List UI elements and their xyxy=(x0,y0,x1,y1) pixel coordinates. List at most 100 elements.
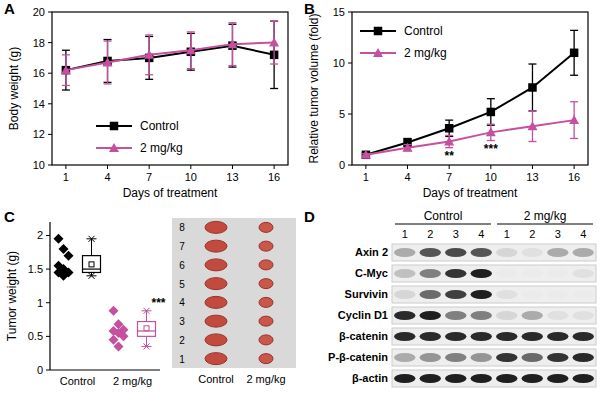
error-bar xyxy=(270,21,278,88)
point xyxy=(54,234,64,244)
error-cap xyxy=(270,63,278,64)
band xyxy=(573,374,594,383)
tumor xyxy=(205,278,227,290)
blot-strip xyxy=(392,265,596,282)
band xyxy=(471,353,492,362)
y-tick xyxy=(348,114,352,115)
band xyxy=(522,332,543,341)
tumor xyxy=(205,296,227,308)
band xyxy=(394,332,415,341)
error-cap xyxy=(62,50,70,51)
error-cap xyxy=(62,54,70,55)
legend: Control 2 mg/kg xyxy=(96,119,183,155)
y-tick xyxy=(348,12,352,13)
band xyxy=(445,311,466,320)
y-tick xyxy=(48,12,52,13)
band xyxy=(547,290,568,299)
band xyxy=(547,311,568,320)
lane-label: 4 xyxy=(478,228,484,240)
band xyxy=(471,269,492,278)
x-tick-label: 16 xyxy=(268,171,280,183)
blot-strip xyxy=(392,370,596,387)
blot-strip xyxy=(392,307,596,324)
error-bar xyxy=(270,21,278,64)
row-label: 1 xyxy=(179,354,185,365)
band xyxy=(573,290,594,299)
error-cap xyxy=(445,119,453,120)
x-tick-label: 13 xyxy=(226,171,238,183)
whisker-cross xyxy=(144,343,150,349)
legend-label: Control xyxy=(140,119,179,133)
x-tick xyxy=(449,165,450,169)
cross-stroke xyxy=(144,308,150,314)
cross-stroke xyxy=(144,343,150,349)
box xyxy=(83,256,101,273)
y-tick-label: 16 xyxy=(33,67,45,79)
lane-label: 4 xyxy=(580,228,586,240)
band xyxy=(394,311,415,320)
band xyxy=(394,269,415,278)
series-line xyxy=(366,53,574,155)
lane-label: 2 xyxy=(529,228,535,240)
band xyxy=(445,248,466,257)
band xyxy=(394,353,415,362)
band xyxy=(573,332,594,341)
row-label: 7 xyxy=(179,241,185,252)
point xyxy=(486,127,496,136)
error-cap xyxy=(270,88,278,89)
error-bar xyxy=(187,32,195,69)
x-tick-label: 7 xyxy=(446,171,452,183)
error-cap xyxy=(62,89,70,90)
panel-label: C xyxy=(4,208,15,225)
photo-background xyxy=(172,218,296,368)
band xyxy=(471,374,492,383)
error-bar xyxy=(104,41,112,84)
x-tick-label: 10 xyxy=(485,171,497,183)
band xyxy=(420,332,441,341)
plot-frame xyxy=(52,12,288,165)
y-tick-label: 1 xyxy=(37,297,43,309)
x-tick-label: 1 xyxy=(63,171,69,183)
page: {"chart_data": [ {"panel": "A", "type": … xyxy=(0,0,600,413)
cross-stroke xyxy=(89,273,95,279)
mean xyxy=(144,326,149,331)
error-stem xyxy=(273,21,274,88)
error-bar xyxy=(487,99,495,126)
protein-label: Survivin xyxy=(345,288,389,300)
band xyxy=(547,374,568,383)
protein-label: β-actin xyxy=(352,372,388,384)
median xyxy=(83,268,101,269)
band xyxy=(573,269,594,278)
x-axis-title: Days of treatment xyxy=(123,186,218,200)
band xyxy=(573,248,594,257)
band xyxy=(471,332,492,341)
point xyxy=(64,251,74,261)
point xyxy=(527,121,537,130)
error-cap xyxy=(145,74,153,75)
band xyxy=(496,374,517,383)
cross-stroke xyxy=(144,308,150,314)
error-bar xyxy=(528,111,536,142)
band xyxy=(394,374,415,383)
legend-label: 2 mg/kg xyxy=(140,141,183,155)
band xyxy=(522,269,543,278)
error-bar xyxy=(62,55,70,86)
cross-stroke xyxy=(144,343,150,349)
band xyxy=(420,311,441,320)
panel-label: D xyxy=(304,208,315,225)
y-axis-title: Tumor weight (g) xyxy=(5,251,19,341)
x-tick-label: 1 xyxy=(363,171,369,183)
band xyxy=(522,374,543,383)
blot-strip xyxy=(392,328,596,345)
x-tick-label: 2 mg/kg xyxy=(113,375,152,387)
plot-marks xyxy=(361,30,579,159)
protein-label: β-catenin xyxy=(339,330,388,342)
y-tick xyxy=(48,42,52,43)
cross-stroke xyxy=(89,236,95,242)
error-cap xyxy=(270,21,278,22)
x-tick-label: 7 xyxy=(146,171,152,183)
legend: Control2 mg/kg xyxy=(360,24,447,60)
y-tick xyxy=(46,269,50,270)
y-tick xyxy=(48,73,52,74)
cross-stroke xyxy=(89,236,95,242)
